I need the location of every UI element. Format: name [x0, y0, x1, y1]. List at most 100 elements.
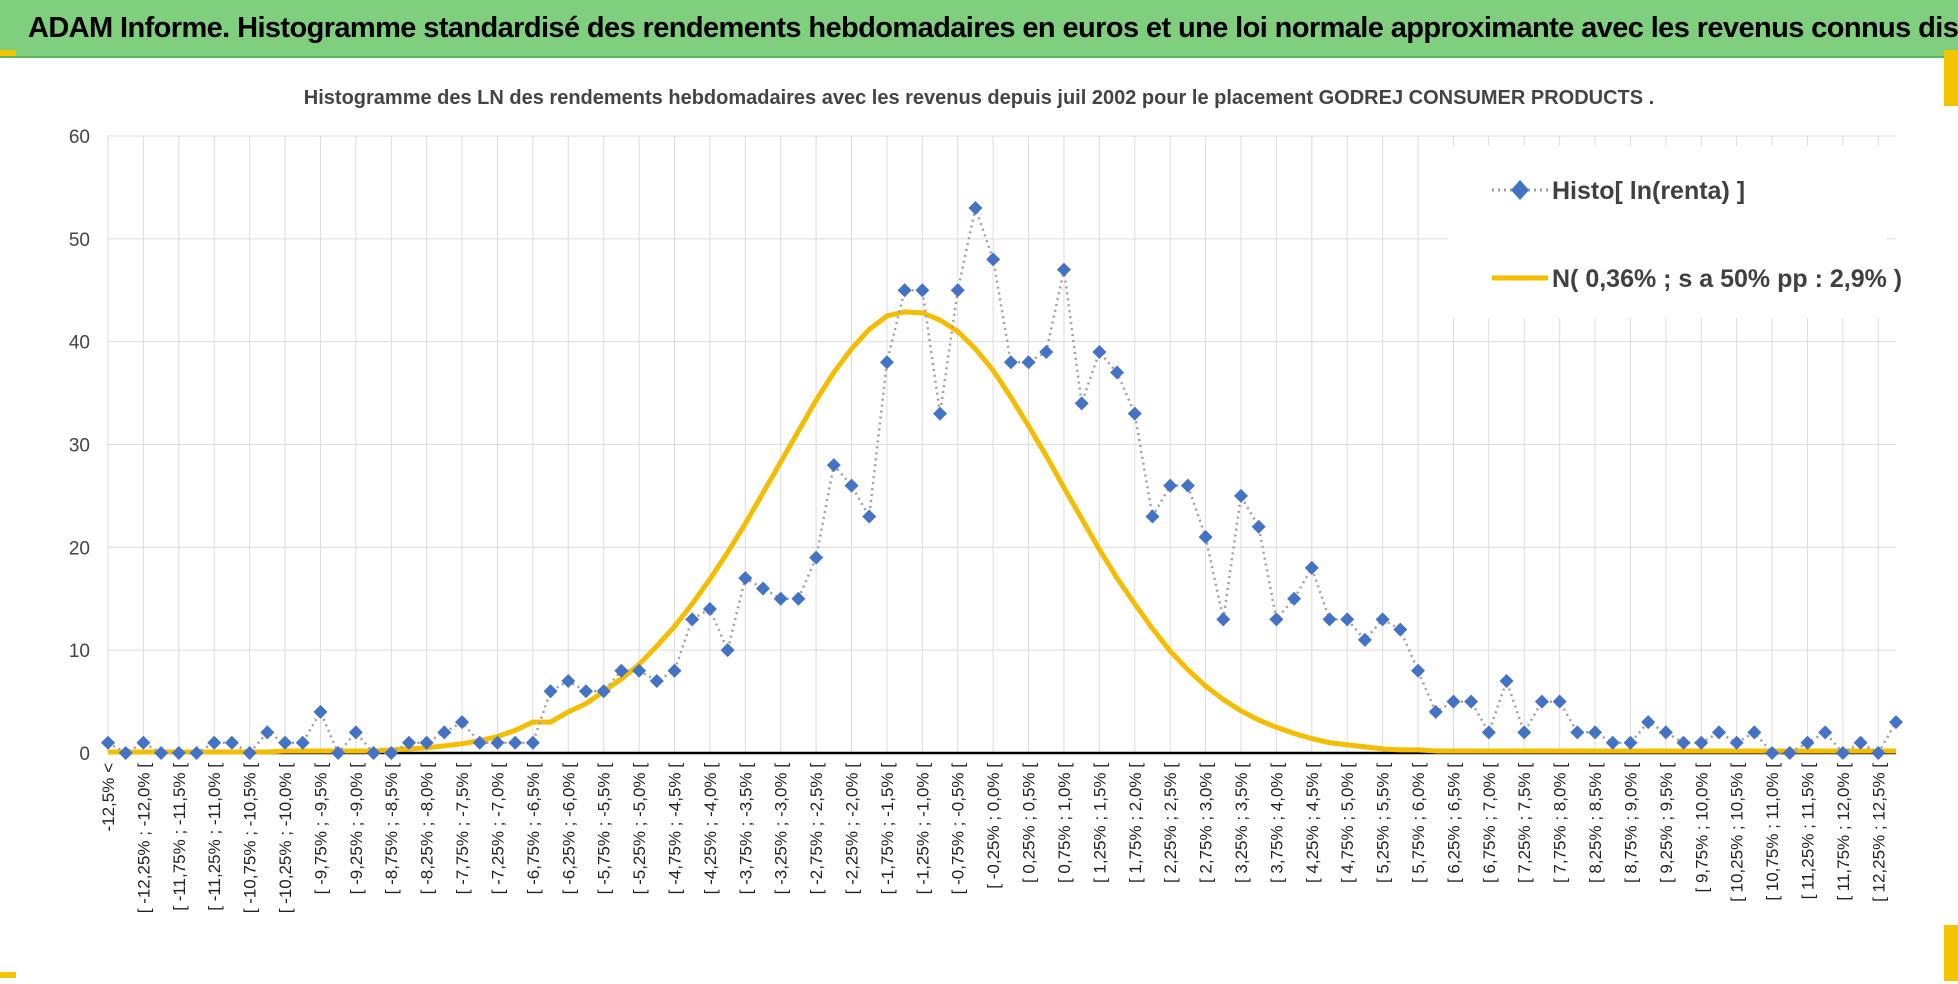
corner-accent-right — [1944, 50, 1958, 106]
y-tick-label: 20 — [69, 538, 90, 559]
histo-point — [1180, 478, 1195, 493]
histo-point — [242, 746, 257, 760]
x-tick-label: [ -10,25% ; -10,0% [ — [276, 763, 295, 914]
histo-point — [101, 735, 115, 750]
histo-point — [154, 746, 169, 760]
histo-point — [1428, 704, 1443, 719]
x-tick-label: [ -8,25% ; -8,0% [ — [418, 763, 437, 895]
histo-point — [1198, 530, 1213, 545]
normal-curve-line — [108, 309, 1896, 755]
histo-point — [1340, 612, 1355, 627]
histo-point — [897, 283, 912, 298]
y-axis-ticks: 0 10 20 30 40 50 60 — [69, 127, 90, 765]
histo-point — [490, 735, 505, 750]
histo-point — [1464, 694, 1479, 709]
y-tick-label: 40 — [69, 333, 90, 354]
x-tick-label: [ 0,25% ; 0,5% [ — [1020, 763, 1039, 883]
x-tick-label: [ -5,25% ; -5,0% [ — [630, 763, 649, 895]
y-tick-label: 50 — [69, 230, 90, 251]
x-tick-label: [ 1,25% ; 1,5% [ — [1090, 763, 1109, 883]
x-tick-label: [ -0,25% ; 0,0% [ — [984, 763, 1003, 889]
histo-point — [508, 735, 523, 750]
histo-point — [1110, 365, 1125, 380]
x-tick-label: [ -5,75% ; -5,5% [ — [595, 763, 614, 895]
x-tick-label: [ 2,75% ; 3,0% [ — [1197, 763, 1216, 883]
histo-point — [756, 581, 771, 596]
x-tick-label: [ -11,75% ; -11,5% [ — [170, 763, 189, 911]
histo-point — [260, 725, 275, 740]
histo-point — [1871, 746, 1886, 760]
histo-point — [384, 746, 399, 760]
x-tick-label: [ 7,75% ; 8,0% [ — [1551, 763, 1570, 883]
histo-point — [685, 612, 700, 627]
histo-point — [401, 735, 416, 750]
legend-background — [1448, 146, 1886, 318]
x-tick-label: [ 4,75% ; 5,0% [ — [1338, 763, 1357, 883]
histo-point — [614, 663, 629, 678]
x-tick-label: [ -11,25% ; -11,0% [ — [205, 763, 224, 911]
histo-point — [1605, 735, 1620, 750]
histo-point — [1800, 735, 1815, 750]
x-tick-label: [ -0,75% ; -0,5% [ — [949, 763, 968, 895]
histo-point — [1269, 612, 1284, 627]
histo-point — [207, 735, 222, 750]
histo-point — [1251, 519, 1266, 534]
histo-point — [1729, 735, 1744, 750]
histo-point — [950, 283, 965, 298]
histo-point — [1623, 735, 1638, 750]
histo-point — [862, 509, 877, 524]
legend-normal-label: N( 0,36% ; s a 50% pp : 2,9% ) — [1552, 265, 1902, 293]
x-tick-label: [ -9,75% ; -9,5% [ — [311, 763, 330, 895]
report-banner: ADAM Informe. Histogramme standardisé de… — [0, 0, 1958, 58]
histo-point — [331, 746, 346, 760]
x-tick-label: [ 5,75% ; 6,0% [ — [1409, 763, 1428, 883]
histo-point — [1287, 591, 1302, 606]
histo-point — [1676, 735, 1691, 750]
histo-point — [1889, 715, 1903, 730]
chart-legend: Histo[ ln(renta) ] N( 0,36% ; s a 50% pp… — [1448, 146, 1902, 318]
histo-point — [1534, 694, 1549, 709]
histo-point — [649, 674, 664, 689]
histo-point — [1694, 735, 1709, 750]
y-tick-label: 10 — [69, 641, 90, 662]
histo-point — [543, 684, 558, 699]
histo-point — [1853, 735, 1868, 750]
histo-point — [118, 746, 133, 760]
histo-point — [1552, 694, 1567, 709]
legend-histo-marker — [1511, 180, 1529, 200]
histo-point — [419, 735, 434, 750]
x-tick-label: [ -4,25% ; -4,0% [ — [701, 763, 720, 895]
x-tick-label: [ -8,75% ; -8,5% [ — [382, 763, 401, 895]
x-tick-label: [ 10,25% ; 10,5% [ — [1728, 763, 1747, 902]
histo-point — [1127, 406, 1142, 421]
x-tick-label: [ 11,75% ; 12,0% [ — [1834, 763, 1853, 901]
histo-point — [1641, 715, 1656, 730]
y-tick-label: 60 — [69, 127, 90, 148]
histo-point — [1481, 725, 1496, 740]
x-tick-label: [ 6,75% ; 7,0% [ — [1480, 763, 1499, 883]
histo-point — [1570, 725, 1585, 740]
x-tick-label: [ -4,75% ; -4,5% [ — [665, 763, 684, 895]
histo-point — [1747, 725, 1762, 740]
histo-point — [1322, 612, 1337, 627]
x-tick-label: [ 0,75% ; 1,0% [ — [1055, 763, 1074, 883]
histo-point — [1393, 622, 1408, 637]
histo-point — [809, 550, 824, 565]
x-tick-label: [ 5,25% ; 5,5% [ — [1374, 763, 1393, 883]
histo-point — [1765, 746, 1780, 760]
y-tick-label: 0 — [79, 744, 90, 765]
histo-point — [1304, 560, 1319, 575]
corner-accent-bottom-right — [1944, 925, 1958, 981]
x-tick-label: [ -1,25% ; -1,0% [ — [913, 763, 932, 895]
x-tick-label: [ 3,25% ; 3,5% [ — [1232, 763, 1251, 883]
x-tick-label: [ 3,75% ; 4,0% [ — [1267, 763, 1286, 883]
histo-point — [171, 746, 186, 760]
corner-accent-left — [0, 50, 16, 56]
x-tick-label: [ -7,25% ; -7,0% [ — [488, 763, 507, 895]
chart-title: Histogramme des LN des rendements hebdom… — [304, 87, 1654, 109]
histo-point — [1499, 674, 1514, 689]
histo-point — [1216, 612, 1231, 627]
x-tick-label: [ 8,75% ; 9,0% [ — [1621, 763, 1640, 883]
histo-point — [1658, 725, 1673, 740]
x-tick-label: [ 11,25% ; 11,5% [ — [1798, 763, 1817, 900]
